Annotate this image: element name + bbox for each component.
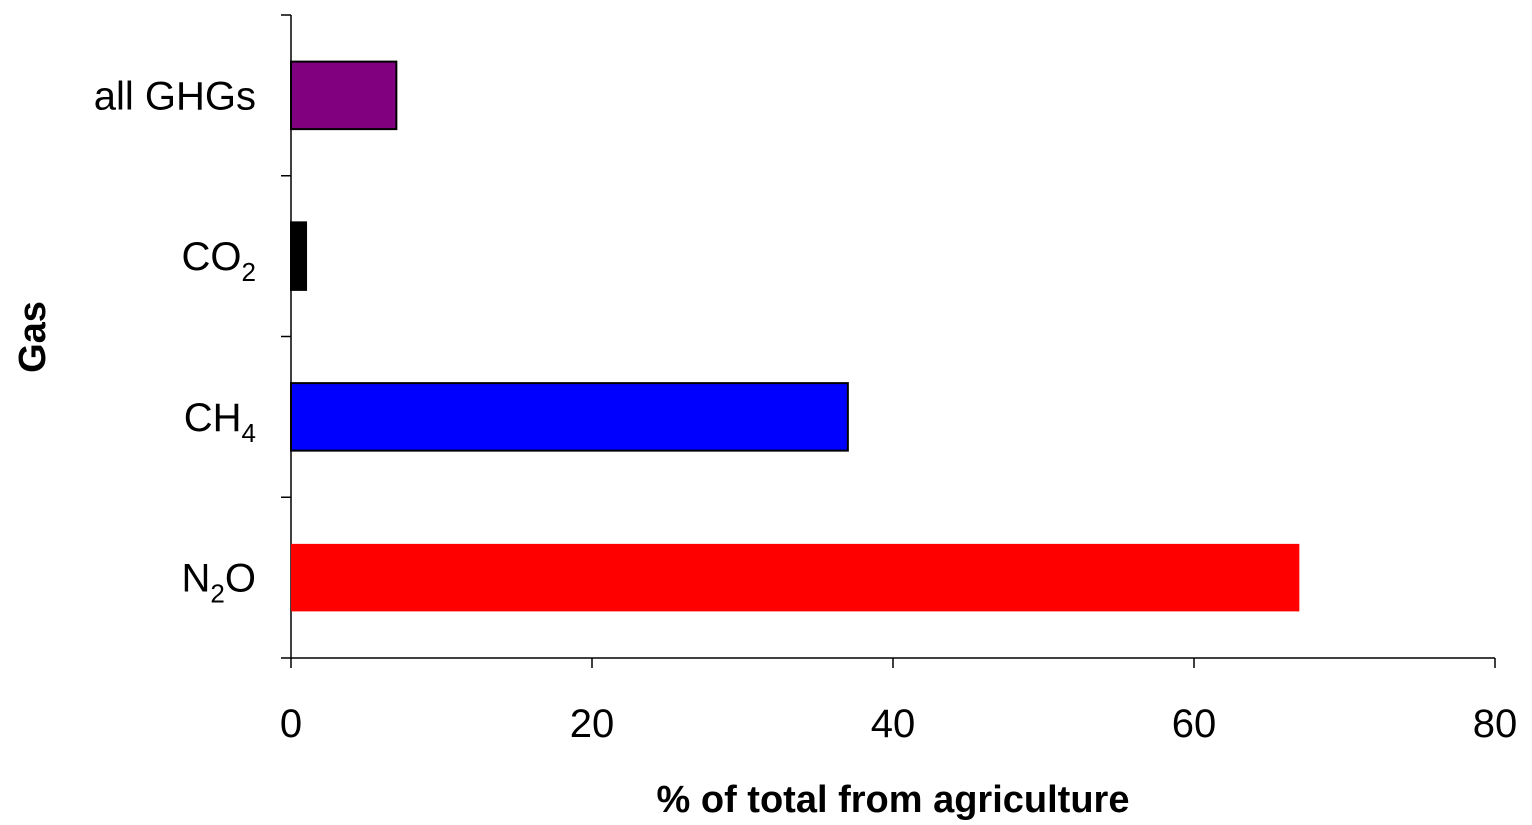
category-label: CH4 [184, 396, 256, 448]
category-label: CO2 [182, 235, 256, 287]
category-label-base: CH [184, 396, 242, 440]
bar [290, 60, 398, 131]
x-tick-label: 20 [570, 702, 615, 746]
category-label-base: N [182, 557, 211, 601]
category-label-subscript: 4 [242, 418, 256, 448]
x-axis-title: % of total from agriculture [657, 779, 1130, 821]
x-tick-label: 0 [280, 702, 302, 746]
x-tick-label: 80 [1473, 702, 1518, 746]
x-tick-label: 60 [1172, 702, 1217, 746]
bar [291, 543, 1300, 612]
category-label: all GHGs [94, 74, 256, 118]
x-tick-label: 40 [871, 702, 916, 746]
category-label: N2O [182, 557, 256, 609]
category-label-base: all GHGs [94, 74, 256, 118]
category-label-base: CO [182, 235, 242, 279]
y-axis-title: Gas [12, 301, 54, 373]
x-ticks: 0 20 40 60 80 [280, 658, 1517, 746]
category-label-subscript: 2 [242, 257, 256, 287]
category-label-tail: O [225, 557, 256, 601]
bar [290, 221, 308, 291]
bar [290, 382, 849, 452]
category-label-subscript: 2 [210, 579, 224, 609]
bars [290, 60, 1300, 612]
y-ticks [281, 14, 291, 659]
